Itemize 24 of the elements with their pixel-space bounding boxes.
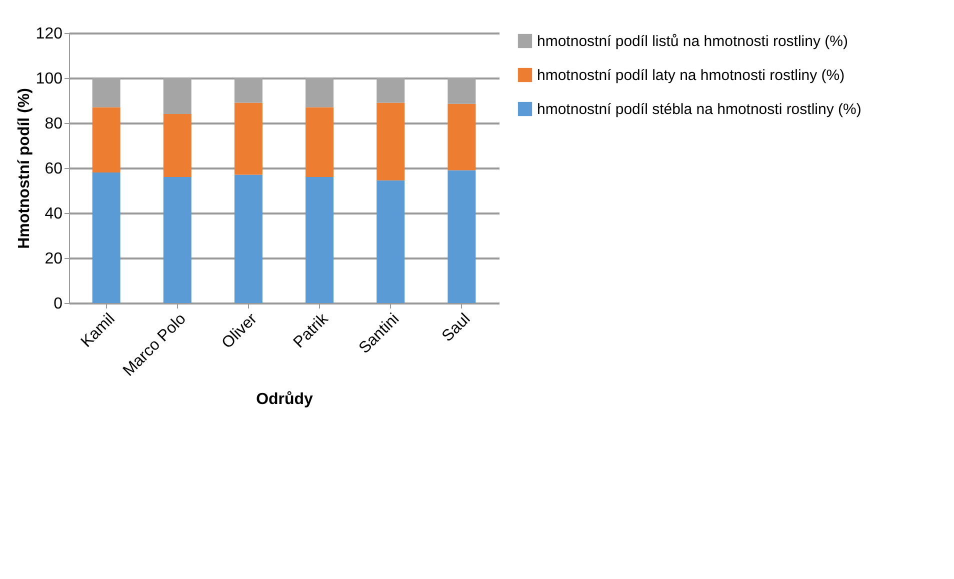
y-tick-label: 120 (36, 26, 63, 42)
y-tick-label: 0 (54, 296, 63, 312)
y-tick-label: 40 (44, 206, 63, 222)
bar (92, 172, 120, 303)
bar (448, 104, 476, 170)
bar (163, 177, 192, 303)
legend-label: hmotnostní podíl listů na hmotnosti rostliny (%) (537, 33, 848, 50)
y-tick-label: 60 (44, 160, 63, 178)
x-axis-title: Odrůdy (256, 391, 314, 408)
legend-label: hmotnostní podíl stébla na hmotnosti rostliny (%) (537, 101, 862, 118)
y-axis-title: Hmotnostní podíl (%) (16, 88, 33, 249)
bar (376, 180, 405, 303)
bar (376, 102, 405, 180)
bar (306, 177, 334, 303)
bar (448, 170, 476, 303)
bar (163, 114, 192, 177)
y-tick-label: 80 (44, 116, 63, 132)
legend-label: hmotnostní podíl laty na hmotnosti rostliny (%) (537, 67, 845, 84)
bar (234, 102, 262, 175)
bar (234, 174, 262, 303)
bar (306, 107, 334, 177)
bar (92, 107, 120, 172)
y-tick-label: 20 (44, 250, 63, 268)
y-tick-label: 100 (36, 70, 63, 88)
